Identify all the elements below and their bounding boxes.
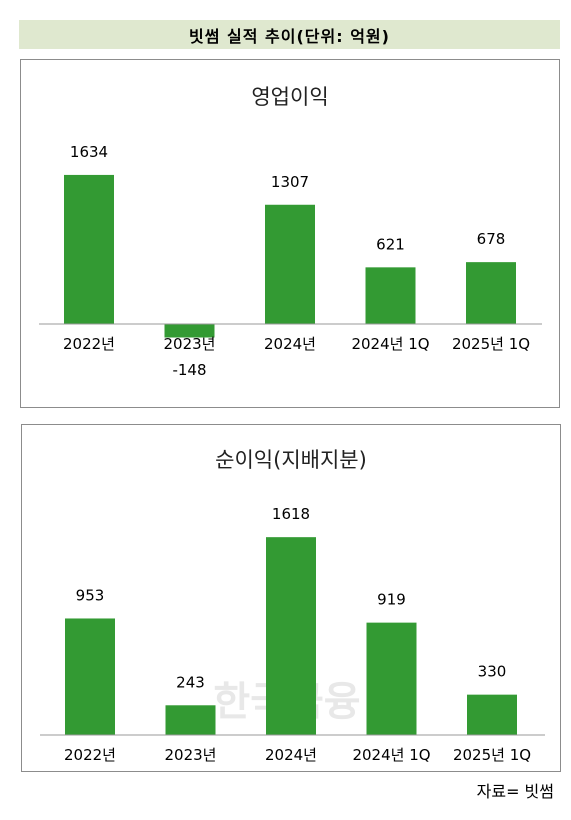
bar-2 [164,324,215,338]
bar-1 [64,174,114,324]
net-income-chart: 순이익(지배지분)한국금융2022년9532023년2432024년161820… [21,424,561,772]
operating-profit-chart: 영업이익 2022년 1634 2023년 -148 2024년 1307 2024년 1Q 6… [20,59,560,408]
bar-2 [165,705,216,735]
data-label: 1618 [272,505,310,523]
category-label: 2025년 1Q [453,746,531,764]
data-label: 621 [376,235,405,253]
bar-3 [266,537,316,735]
data-label: 678 [477,230,506,248]
bar-3 [265,204,315,324]
bar-4 [366,622,417,735]
bar-1 [65,618,115,735]
category-label: 2025년 1Q [452,335,530,353]
category-label: 2024년 1Q [352,746,430,764]
category-label: 2024년 1Q [351,335,429,353]
chart-title: 영업이익 [251,85,328,109]
chart-title: 순이익(지배지분) [215,448,367,472]
bar-5 [466,262,516,324]
category-label: 2022년 [64,746,116,764]
data-label: 953 [76,586,105,604]
data-label: 1307 [271,173,309,191]
data-label: -148 [172,361,206,379]
category-label: 2024년 [265,746,317,764]
data-label: 243 [176,673,205,691]
category-label: 2023년 [164,335,216,353]
operating-profit-chart-svg: 영업이익 2022년 1634 2023년 -148 2024년 1307 2024년 1Q 6… [39,85,542,379]
category-label: 2022년 [63,335,115,353]
data-label: 919 [377,591,406,609]
data-label: 1634 [70,143,108,161]
data-label: 330 [478,663,507,681]
category-label: 2023년 [165,746,217,764]
net-income-chart-svg: 순이익(지배지분)한국금융2022년9532023년2432024년161820… [40,448,545,764]
category-label: 2024년 [264,335,316,353]
bar-4 [365,267,416,324]
source-note: 자료= 빗썸 [476,782,554,801]
bar-5 [467,694,517,735]
header-title: 빗썸 실적 추이(단위: 억원) [19,20,560,49]
